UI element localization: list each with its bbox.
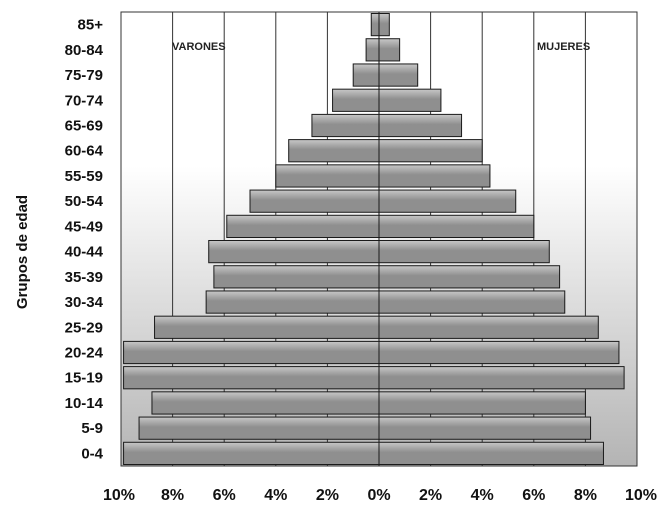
bar-mujeres-15-19 bbox=[378, 366, 625, 390]
bar-varones-50-54 bbox=[249, 189, 380, 213]
age-label-5-9: 5-9 bbox=[81, 420, 103, 437]
age-label-30-34: 30-34 bbox=[65, 294, 104, 311]
x-tick-label-4: 2% bbox=[316, 487, 339, 504]
bar-varones-75-79 bbox=[352, 63, 380, 87]
bar-mujeres-5-9 bbox=[378, 416, 592, 440]
x-tick-label-3: 4% bbox=[264, 487, 287, 504]
age-label-10-14: 10-14 bbox=[65, 395, 104, 412]
bar-mujeres-45-49 bbox=[378, 214, 535, 238]
series-label-right: MUJERES bbox=[537, 41, 590, 53]
age-label-60-64: 60-64 bbox=[65, 143, 104, 160]
bar-mujeres-70-74 bbox=[378, 88, 442, 112]
age-label-35-39: 35-39 bbox=[65, 269, 103, 286]
bar-mujeres-80-84 bbox=[378, 38, 401, 62]
x-tick-label-7: 4% bbox=[471, 487, 494, 504]
plot-border bbox=[120, 11, 638, 467]
bar-mujeres-75-79 bbox=[378, 63, 419, 87]
bar-mujeres-50-54 bbox=[378, 189, 517, 213]
x-tick-label-8: 6% bbox=[522, 487, 545, 504]
bar-varones-0-4 bbox=[123, 441, 380, 465]
age-label-80-84: 80-84 bbox=[65, 42, 104, 59]
bar-mujeres-35-39 bbox=[378, 265, 561, 289]
bar-mujeres-40-44 bbox=[378, 240, 550, 264]
bar-mujeres-85+ bbox=[378, 13, 390, 37]
bar-varones-70-74 bbox=[332, 88, 380, 112]
age-label-75-79: 75-79 bbox=[65, 67, 103, 84]
bar-mujeres-0-4 bbox=[378, 441, 604, 465]
bar-varones-65-69 bbox=[311, 113, 380, 138]
bar-varones-20-24 bbox=[123, 340, 380, 365]
bar-varones-45-49 bbox=[226, 214, 380, 238]
bar-varones-40-44 bbox=[208, 240, 380, 264]
x-tick-label-0: 10% bbox=[103, 487, 135, 504]
age-label-85+: 85+ bbox=[78, 17, 104, 34]
grid-lines bbox=[120, 11, 638, 467]
y-axis-label: Grupos de edad bbox=[14, 195, 31, 309]
age-label-25-29: 25-29 bbox=[65, 319, 103, 336]
bars bbox=[123, 13, 625, 465]
x-tick-label-9: 8% bbox=[574, 487, 597, 504]
bar-varones-80-84 bbox=[365, 38, 380, 62]
bar-varones-30-34 bbox=[205, 290, 380, 314]
age-label-65-69: 65-69 bbox=[65, 118, 103, 135]
bar-varones-25-29 bbox=[154, 315, 380, 339]
bar-varones-55-59 bbox=[275, 164, 380, 188]
age-label-20-24: 20-24 bbox=[65, 345, 104, 362]
bar-mujeres-65-69 bbox=[378, 113, 463, 138]
bar-varones-10-14 bbox=[151, 391, 380, 415]
x-tick-label-6: 2% bbox=[419, 487, 442, 504]
bar-varones-60-64 bbox=[288, 139, 380, 163]
x-tick-label-1: 8% bbox=[161, 487, 184, 504]
age-label-55-59: 55-59 bbox=[65, 168, 103, 185]
x-tick-label-2: 6% bbox=[213, 487, 236, 504]
bar-varones-35-39 bbox=[213, 265, 380, 289]
bar-mujeres-60-64 bbox=[378, 139, 483, 163]
x-tick-label-5: 0% bbox=[367, 487, 390, 504]
bar-mujeres-10-14 bbox=[378, 391, 586, 415]
bar-varones-5-9 bbox=[138, 416, 380, 440]
age-label-45-49: 45-49 bbox=[65, 218, 103, 235]
age-label-50-54: 50-54 bbox=[65, 193, 104, 210]
age-label-0-4: 0-4 bbox=[81, 445, 103, 462]
bar-mujeres-55-59 bbox=[378, 164, 491, 188]
bar-varones-85+ bbox=[370, 13, 380, 37]
age-label-15-19: 15-19 bbox=[65, 370, 103, 387]
bar-mujeres-30-34 bbox=[378, 290, 566, 314]
x-tick-label-10: 10% bbox=[625, 487, 657, 504]
age-label-40-44: 40-44 bbox=[65, 244, 104, 261]
age-label-70-74: 70-74 bbox=[65, 92, 104, 109]
bar-mujeres-20-24 bbox=[378, 340, 620, 365]
labels: 85+ 80-84 75-79 70-74 65-69 60-64 55-59 50-54 45… bbox=[65, 17, 657, 504]
bar-mujeres-25-29 bbox=[378, 315, 599, 339]
bar-varones-15-19 bbox=[123, 366, 380, 390]
series-label-left: VARONES bbox=[172, 41, 226, 53]
